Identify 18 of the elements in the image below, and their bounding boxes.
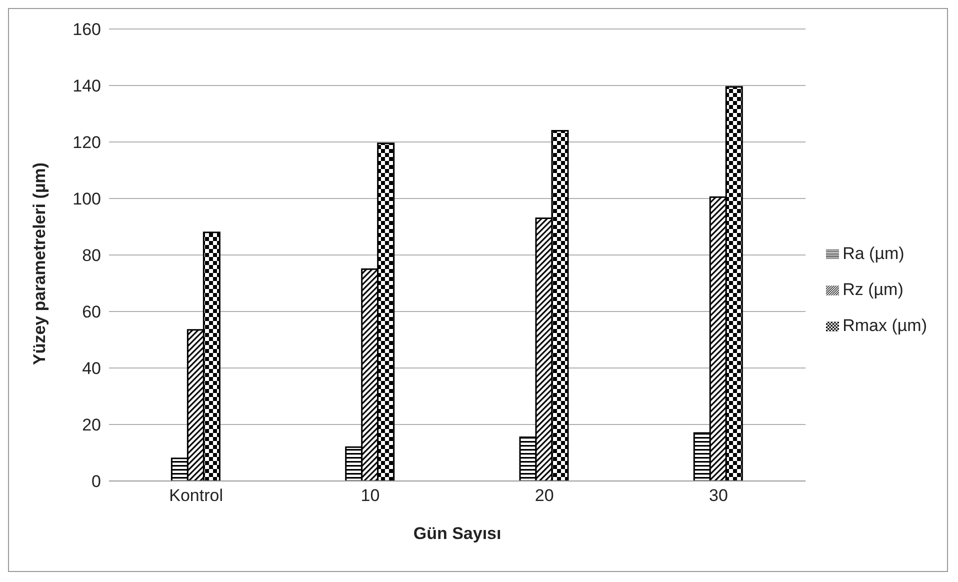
legend-label: Rmax (µm) — [842, 316, 927, 335]
y-tick-label: 0 — [92, 472, 101, 492]
x-tick-label: Kontrol — [169, 486, 224, 506]
y-tick-label: 20 — [82, 416, 101, 435]
y-tick-label: 60 — [82, 302, 101, 322]
y-tick-label: 140 — [72, 76, 101, 96]
y-tick-label: 160 — [72, 20, 101, 40]
x-axis-title: Gün Sayısı — [413, 524, 502, 543]
y-tick-label: 120 — [72, 133, 101, 152]
x-tick-label: 10 — [360, 486, 380, 506]
x-tick-label: 20 — [534, 486, 554, 506]
y-tick-label: 40 — [82, 359, 101, 378]
legend-label: Rz (µm) — [842, 280, 904, 299]
legend-label: Ra (µm) — [842, 244, 904, 263]
y-tick-label: 80 — [82, 246, 101, 266]
y-tick-label: 100 — [72, 190, 101, 209]
x-tick-label: 30 — [709, 486, 728, 506]
y-axis-title: Yüzey parametreleri (µm) — [30, 162, 50, 365]
